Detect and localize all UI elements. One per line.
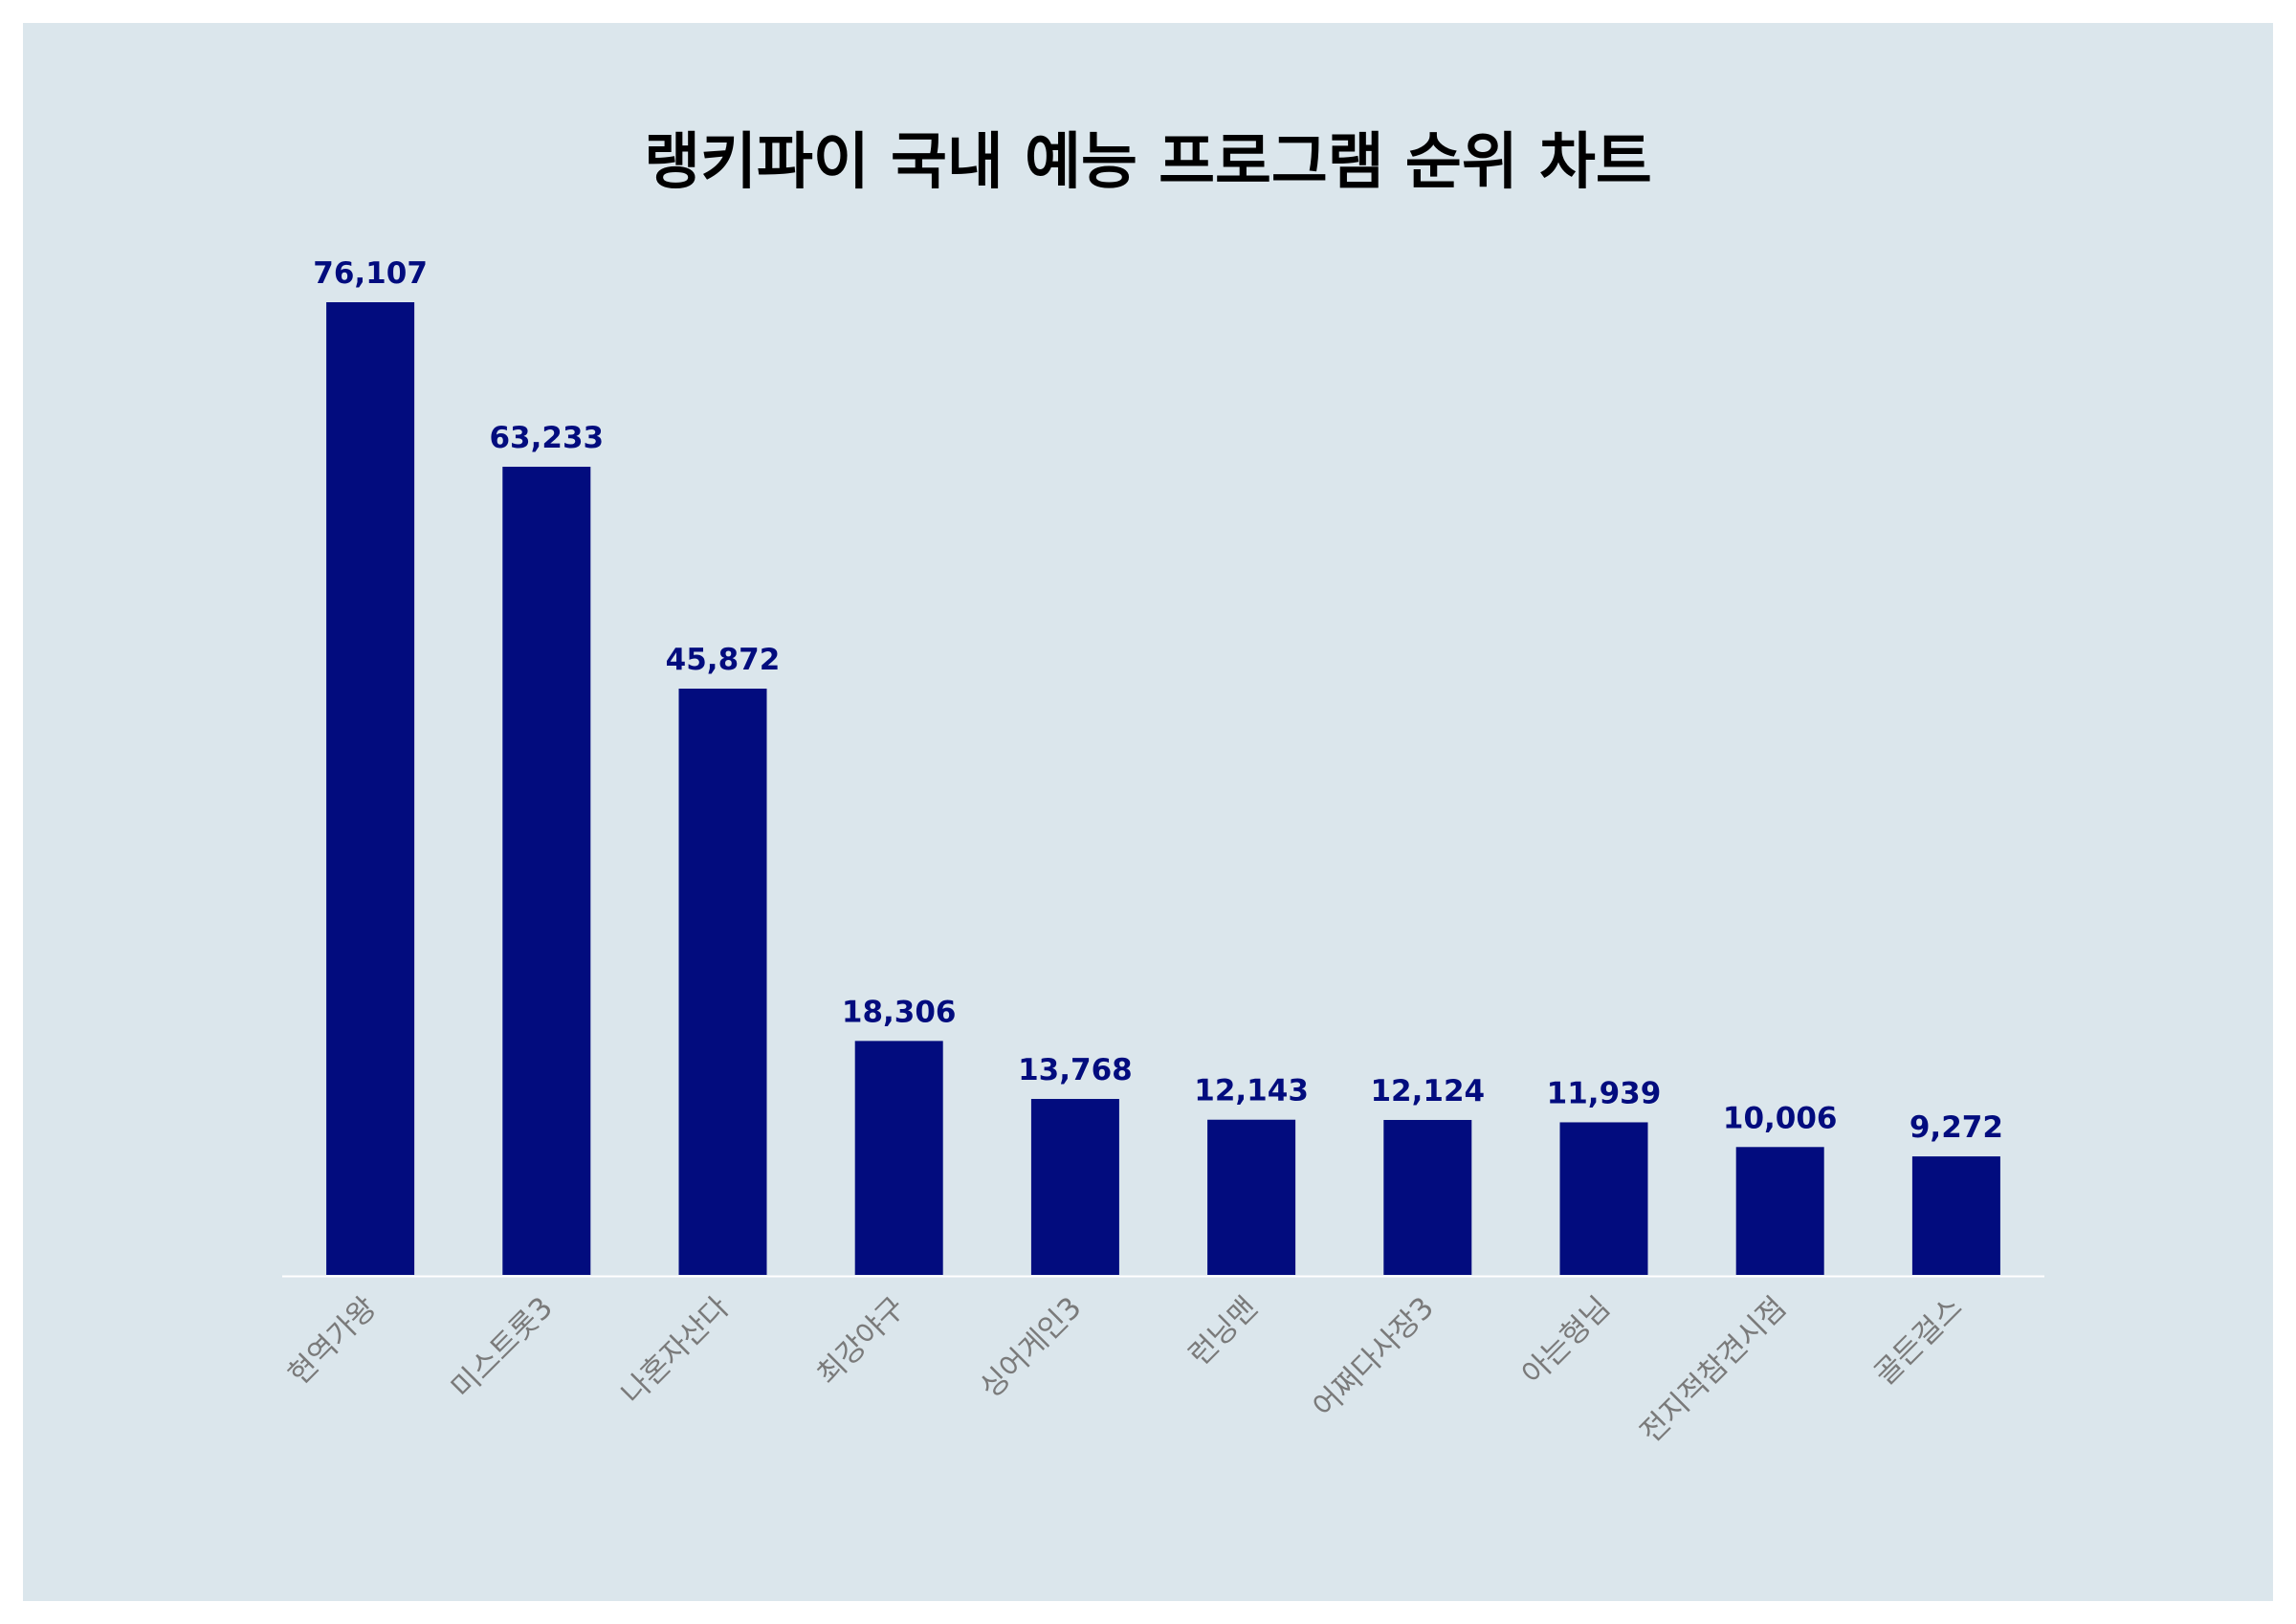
x-tick-label-6: 런닝맨: [1182, 1290, 1265, 1372]
bar-3: [678, 689, 767, 1275]
value-label-1: 76,107: [313, 256, 428, 291]
bar-1: [326, 302, 415, 1275]
bar-7: [1383, 1119, 1472, 1275]
value-label-5: 13,768: [1018, 1053, 1133, 1087]
x-tick-label-4: 최강야구: [810, 1290, 912, 1392]
x-tick-label-9: 전지적참견시점: [1634, 1290, 1794, 1450]
bar-6: [1207, 1119, 1296, 1275]
bar-10: [1911, 1156, 2000, 1275]
value-labels: 76,107 63,233 45,872 18,306 13,768 12,143 12,1…: [313, 256, 2003, 1145]
value-label-8: 11,939: [1547, 1076, 1662, 1110]
x-tick-label-10: 골든걸스: [1867, 1290, 1969, 1392]
bar-8: [1559, 1122, 1648, 1275]
bar-2: [502, 467, 591, 1276]
bar-series: [326, 302, 2000, 1276]
value-label-10: 9,272: [1910, 1110, 2003, 1145]
bar-5: [1030, 1099, 1119, 1275]
value-label-2: 63,233: [489, 421, 604, 455]
bar-4: [854, 1041, 943, 1275]
x-tick-label-2: 미스트롯3: [445, 1290, 560, 1405]
value-label-6: 12,143: [1194, 1074, 1309, 1108]
value-label-7: 12,124: [1370, 1074, 1485, 1108]
x-tick-labels: 현역가왕 미스트롯3 나혼자산다 최강야구 싱어게인3 런닝맨 어쩌다사장3 아는형님 전지적참…: [282, 1290, 1970, 1450]
x-tick-label-1: 현역가왕: [282, 1290, 384, 1392]
x-tick-label-3: 나혼자산다: [615, 1290, 736, 1411]
x-tick-label-7: 어쩌다사장3: [1307, 1290, 1441, 1424]
value-label-9: 10,006: [1723, 1101, 1838, 1135]
bar-9: [1735, 1147, 1824, 1275]
x-tick-label-5: 싱어게인3: [973, 1290, 1088, 1405]
value-label-3: 45,872: [666, 643, 781, 677]
value-label-4: 18,306: [842, 995, 957, 1029]
x-tick-label-8: 아는형님: [1515, 1290, 1617, 1392]
chart-title: 랭키파이 국내 예능 프로그램 순위 차트: [644, 127, 1652, 198]
